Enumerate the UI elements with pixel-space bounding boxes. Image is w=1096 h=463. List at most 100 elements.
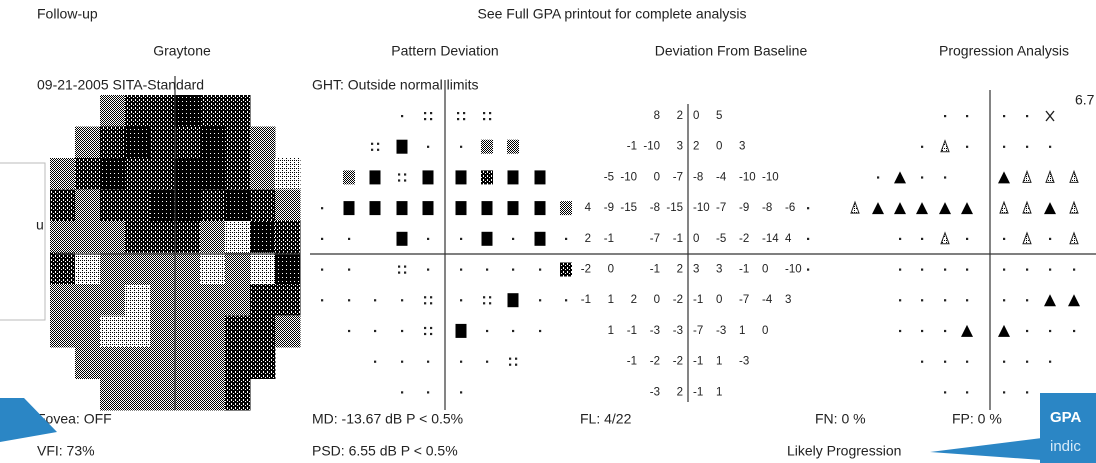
symbol-dot: [404, 266, 406, 268]
graytone-cell: [125, 158, 151, 190]
deviation-value: -1: [650, 264, 660, 276]
symbol-dot: [509, 358, 511, 360]
symbol-dot: [515, 358, 517, 360]
deviation-value: 0: [654, 171, 660, 183]
symbol-dot: [1026, 146, 1028, 148]
graytone-cell: [275, 221, 301, 253]
psd: PSD: 6.55 dB P < 0.5%: [312, 443, 458, 459]
graytone-cell: [225, 190, 251, 222]
symbol-square: [344, 201, 355, 215]
symbol-dot: [427, 391, 429, 393]
graytone-cell: [200, 95, 226, 127]
symbol-dot: [921, 299, 923, 301]
deviation-value: -4: [762, 294, 773, 306]
graytone-cell: [175, 253, 201, 285]
symbol-dot: [321, 299, 323, 301]
graytone-cell: [175, 190, 201, 222]
symbol-dot: [483, 302, 485, 304]
symbol-dot: [430, 302, 432, 304]
symbol-dot: [944, 391, 946, 393]
symbol-triangle: [998, 171, 1010, 183]
graytone-cell: [125, 316, 151, 348]
symbol-dot: [512, 269, 514, 271]
deviation-value: 3: [739, 141, 745, 153]
symbol-dot: [877, 176, 879, 178]
graytone-cell: [75, 190, 101, 222]
deviation-value: 3: [785, 294, 791, 306]
deviation-value: -7: [716, 202, 726, 214]
symbol-dot: [1026, 361, 1028, 363]
symbol-checker: [560, 201, 572, 215]
symbol-dot: [424, 296, 426, 298]
symbol-dot: [427, 269, 429, 271]
deviation-value: 1: [608, 294, 614, 306]
graytone-cell: [175, 379, 201, 411]
graytone-cell: [225, 379, 251, 411]
graytone-cell: [150, 253, 176, 285]
graytone-cell: [50, 221, 76, 253]
graytone-cell: [225, 95, 251, 127]
deviation-value: 4: [585, 202, 592, 214]
graytone-cell: [100, 379, 126, 411]
graytone-cell: [50, 158, 76, 190]
symbol-checker: [481, 140, 493, 154]
graytone-cell: [50, 316, 76, 348]
symbol-open-triangle: [851, 202, 859, 213]
graytone-cell: [275, 284, 301, 316]
deviation-value: 3: [716, 264, 722, 276]
symbol-square: [456, 170, 467, 184]
graytone-cell: [100, 158, 126, 190]
symbol-dot: [374, 330, 376, 332]
symbol-dot: [966, 238, 968, 240]
symbol-dot: [401, 361, 403, 363]
graytone-cell: [175, 347, 201, 379]
symbol-dot: [944, 176, 946, 178]
deviation-value: -10: [762, 171, 779, 183]
graytone-cell: [125, 95, 151, 127]
deviation-value: 1: [716, 356, 722, 368]
deviation-value: -6: [785, 202, 795, 214]
symbol-dot: [463, 112, 465, 114]
symbol-dot: [348, 269, 350, 271]
graytone-cell: [225, 284, 251, 316]
symbol-dot: [921, 238, 923, 240]
graytone-cell: [225, 253, 251, 285]
symbol-square: [456, 201, 467, 215]
deviation-value: -5: [716, 233, 726, 245]
callout-text: indic: [1050, 438, 1081, 455]
deviation-value: -1: [693, 386, 703, 398]
symbol-dot: [430, 296, 432, 298]
deviation-value: -1: [627, 325, 637, 337]
symbol-triangle: [1068, 294, 1080, 306]
symbol-dot: [1003, 391, 1005, 393]
deviation-value: 8: [654, 110, 660, 122]
graytone-cell: [200, 127, 226, 159]
symbol-dot: [486, 361, 488, 363]
symbol-dot: [1073, 269, 1075, 271]
symbol-dot: [457, 118, 459, 120]
graytone-cell: [200, 221, 226, 253]
deviation-value: -3: [673, 325, 683, 337]
symbol-dot: [1003, 146, 1005, 148]
symbol-triangle: [894, 202, 906, 214]
symbol-dot: [899, 238, 901, 240]
symbol-dot: [371, 143, 373, 145]
graytone-cell: [150, 379, 176, 411]
symbol-dot: [807, 238, 809, 240]
symbol-dot: [424, 112, 426, 114]
graytone-cell: [250, 158, 276, 190]
symbol-checker: [507, 140, 519, 154]
symbol-square: [508, 293, 519, 307]
symbol-dot: [966, 146, 968, 148]
panel-title: Progression Analysis: [939, 43, 1069, 59]
symbol-triangle: [916, 202, 928, 214]
deviation-value: -15: [666, 202, 683, 214]
symbol-dot: [430, 112, 432, 114]
symbol-dot: [539, 269, 541, 271]
symbol-dot: [321, 269, 323, 271]
progression-map: [807, 111, 1080, 394]
symbol-dot: [921, 176, 923, 178]
graytone-cell: [200, 158, 226, 190]
symbol-dense: [481, 170, 493, 184]
symbol-dot: [966, 361, 968, 363]
